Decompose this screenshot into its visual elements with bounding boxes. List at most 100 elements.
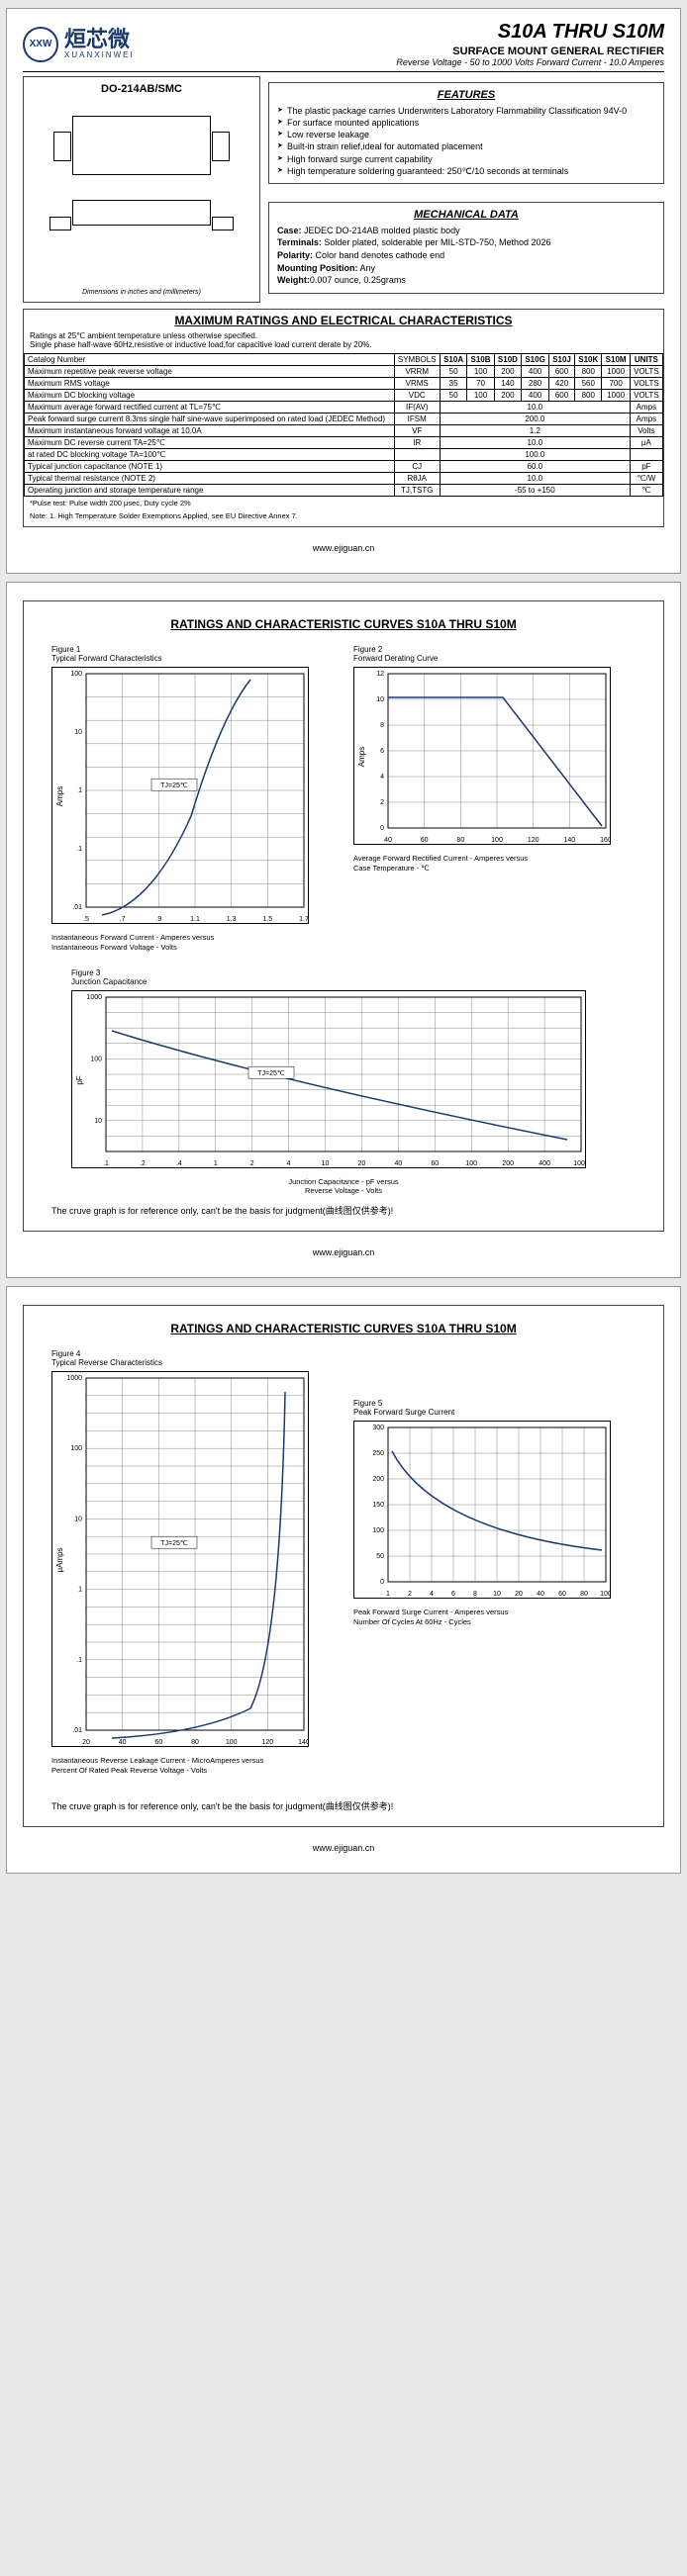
package-outline: DO-214AB/SMC Dimensions in inches and (m… [23,76,260,303]
svg-text:120: 120 [261,1739,273,1746]
svg-text:Amps: Amps [357,747,366,767]
svg-text:1: 1 [78,787,82,794]
svg-text:160: 160 [600,837,611,844]
svg-text:60: 60 [558,1591,566,1598]
svg-text:TJ=25℃: TJ=25℃ [257,1070,285,1077]
svg-text:.5: .5 [83,916,89,923]
svg-text:1: 1 [78,1587,82,1594]
page-footer-3: www.ejiguan.cn [23,1843,664,1853]
svg-text:8: 8 [473,1591,477,1598]
svg-text:100: 100 [70,671,82,678]
svg-text:.01: .01 [72,904,82,911]
svg-text:8: 8 [380,722,384,729]
svg-text:1000: 1000 [86,994,102,1001]
svg-text:400: 400 [539,1160,550,1167]
page-1: XXW 烜芯微 XUANXINWEI S10A THRU S10M SURFAC… [6,8,681,574]
feature-item: Low reverse leakage [277,129,655,140]
ratings-note: Ratings at 25℃ ambient temperature unles… [24,331,663,349]
svg-text:6: 6 [451,1591,455,1598]
figure-2: Figure 2 Forward Derating Curve 40608010… [353,645,636,953]
svg-text:120: 120 [528,837,540,844]
logo-icon: XXW [23,27,58,62]
svg-text:6: 6 [380,748,384,755]
svg-text:10: 10 [94,1117,102,1124]
svg-text:pF: pF [75,1075,84,1084]
svg-text:20: 20 [358,1160,366,1167]
features-title: FEATURES [277,89,655,101]
svg-text:100: 100 [491,837,503,844]
svg-text:100: 100 [90,1056,102,1062]
ratings-box: MAXIMUM RATINGS AND ELECTRICAL CHARACTER… [23,309,664,527]
svg-text:.01: .01 [72,1727,82,1734]
svg-text:2: 2 [408,1591,412,1598]
ratings-foot2: Note: 1. High Temperature Solder Exempti… [24,509,663,522]
mech-case: JEDEC DO-214AB molded plastic body [304,226,460,235]
fig4-svg: 20406080100120140.01.11101001000μAmpsTJ=… [51,1371,309,1747]
svg-text:80: 80 [456,837,464,844]
svg-text:10: 10 [74,1516,82,1522]
figure-4: Figure 4 Typical Reverse Characteristics… [51,1349,334,1776]
svg-text:300: 300 [372,1425,384,1431]
svg-text:1.1: 1.1 [190,916,200,923]
svg-text:60: 60 [421,837,429,844]
svg-text:.9: .9 [155,916,161,923]
feature-item: The plastic package carries Underwriters… [277,105,655,117]
feature-item: Built-in strain relief,ideal for automat… [277,140,655,152]
svg-text:10: 10 [376,696,384,703]
svg-text:200: 200 [372,1476,384,1483]
svg-text:40: 40 [537,1591,544,1598]
fig5-svg: 124681020406080100050100150200250300 [353,1421,611,1599]
svg-text:100: 100 [70,1445,82,1452]
ratings-title: MAXIMUM RATINGS AND ELECTRICAL CHARACTER… [24,314,663,327]
mech-text: Case: JEDEC DO-214AB molded plastic body… [277,225,655,287]
svg-text:0: 0 [380,1579,384,1586]
svg-text:4: 4 [380,774,384,781]
mech-title: MECHANICAL DATA [277,209,655,221]
svg-text:40: 40 [394,1160,402,1167]
svg-text:60: 60 [154,1739,162,1746]
curves-title-3: RATINGS AND CHARACTERISTIC CURVES S10A T… [32,1322,655,1335]
svg-text:4: 4 [430,1591,434,1598]
svg-text:1: 1 [214,1160,218,1167]
page-3: RATINGS AND CHARACTERISTIC CURVES S10A T… [6,1286,681,1874]
package-name: DO-214AB/SMC [30,83,253,95]
mech-mount: Any [360,263,376,273]
svg-text:.7: .7 [120,916,126,923]
figure-3: Figure 3 Junction Capacitance .1.2.41241… [71,968,616,1197]
feature-item: High forward surge current capability [277,153,655,165]
svg-text:.4: .4 [176,1160,182,1167]
svg-text:80: 80 [580,1591,588,1598]
feature-item: High temperature soldering guaranteed: 2… [277,165,655,177]
svg-text:100: 100 [600,1591,611,1598]
svg-text:2: 2 [380,799,384,806]
logo: XXW 烜芯微 XUANXINWEI [23,27,135,62]
svg-text:1000: 1000 [573,1160,586,1167]
page-footer-2: www.ejiguan.cn [23,1247,664,1257]
svg-text:μAmps: μAmps [55,1547,64,1572]
svg-text:10: 10 [493,1591,501,1598]
svg-text:.1: .1 [76,1657,82,1664]
svg-text:10: 10 [74,729,82,736]
svg-text:TJ=25℃: TJ=25℃ [160,782,188,789]
svg-text:0: 0 [380,825,384,832]
doc-spec: Reverse Voltage - 50 to 1000 Volts Forwa… [396,57,664,67]
svg-text:140: 140 [563,837,575,844]
feature-item: For surface mounted applications [277,117,655,129]
mech-polarity: Color band denotes cathode end [316,250,445,260]
svg-text:1.3: 1.3 [227,916,237,923]
svg-text:140: 140 [298,1739,309,1746]
fig2-svg: 406080100120140160024681012Amps [353,667,611,845]
svg-text:150: 150 [372,1502,384,1509]
figure-5: Figure 5 Peak Forward Surge Current 1246… [353,1349,636,1776]
ratings-table: Catalog NumberSYMBOLSS10AS10BS10DS10GS10… [24,353,663,497]
curve-note-3: The cruve graph is for reference only, c… [32,1792,655,1820]
svg-text:1.5: 1.5 [262,916,272,923]
header: XXW 烜芯微 XUANXINWEI S10A THRU S10M SURFAC… [23,21,664,67]
curve-note-2: The cruve graph is for reference only, c… [32,1196,655,1225]
doc-subtitle: SURFACE MOUNT GENERAL RECTIFIER [396,46,664,57]
page-2: RATINGS AND CHARACTERISTIC CURVES S10A T… [6,582,681,1278]
svg-text:4: 4 [287,1160,291,1167]
mech-weight: 0.007 ounce, 0.25grams [310,275,406,285]
svg-text:1000: 1000 [66,1375,82,1382]
svg-text:40: 40 [119,1739,127,1746]
